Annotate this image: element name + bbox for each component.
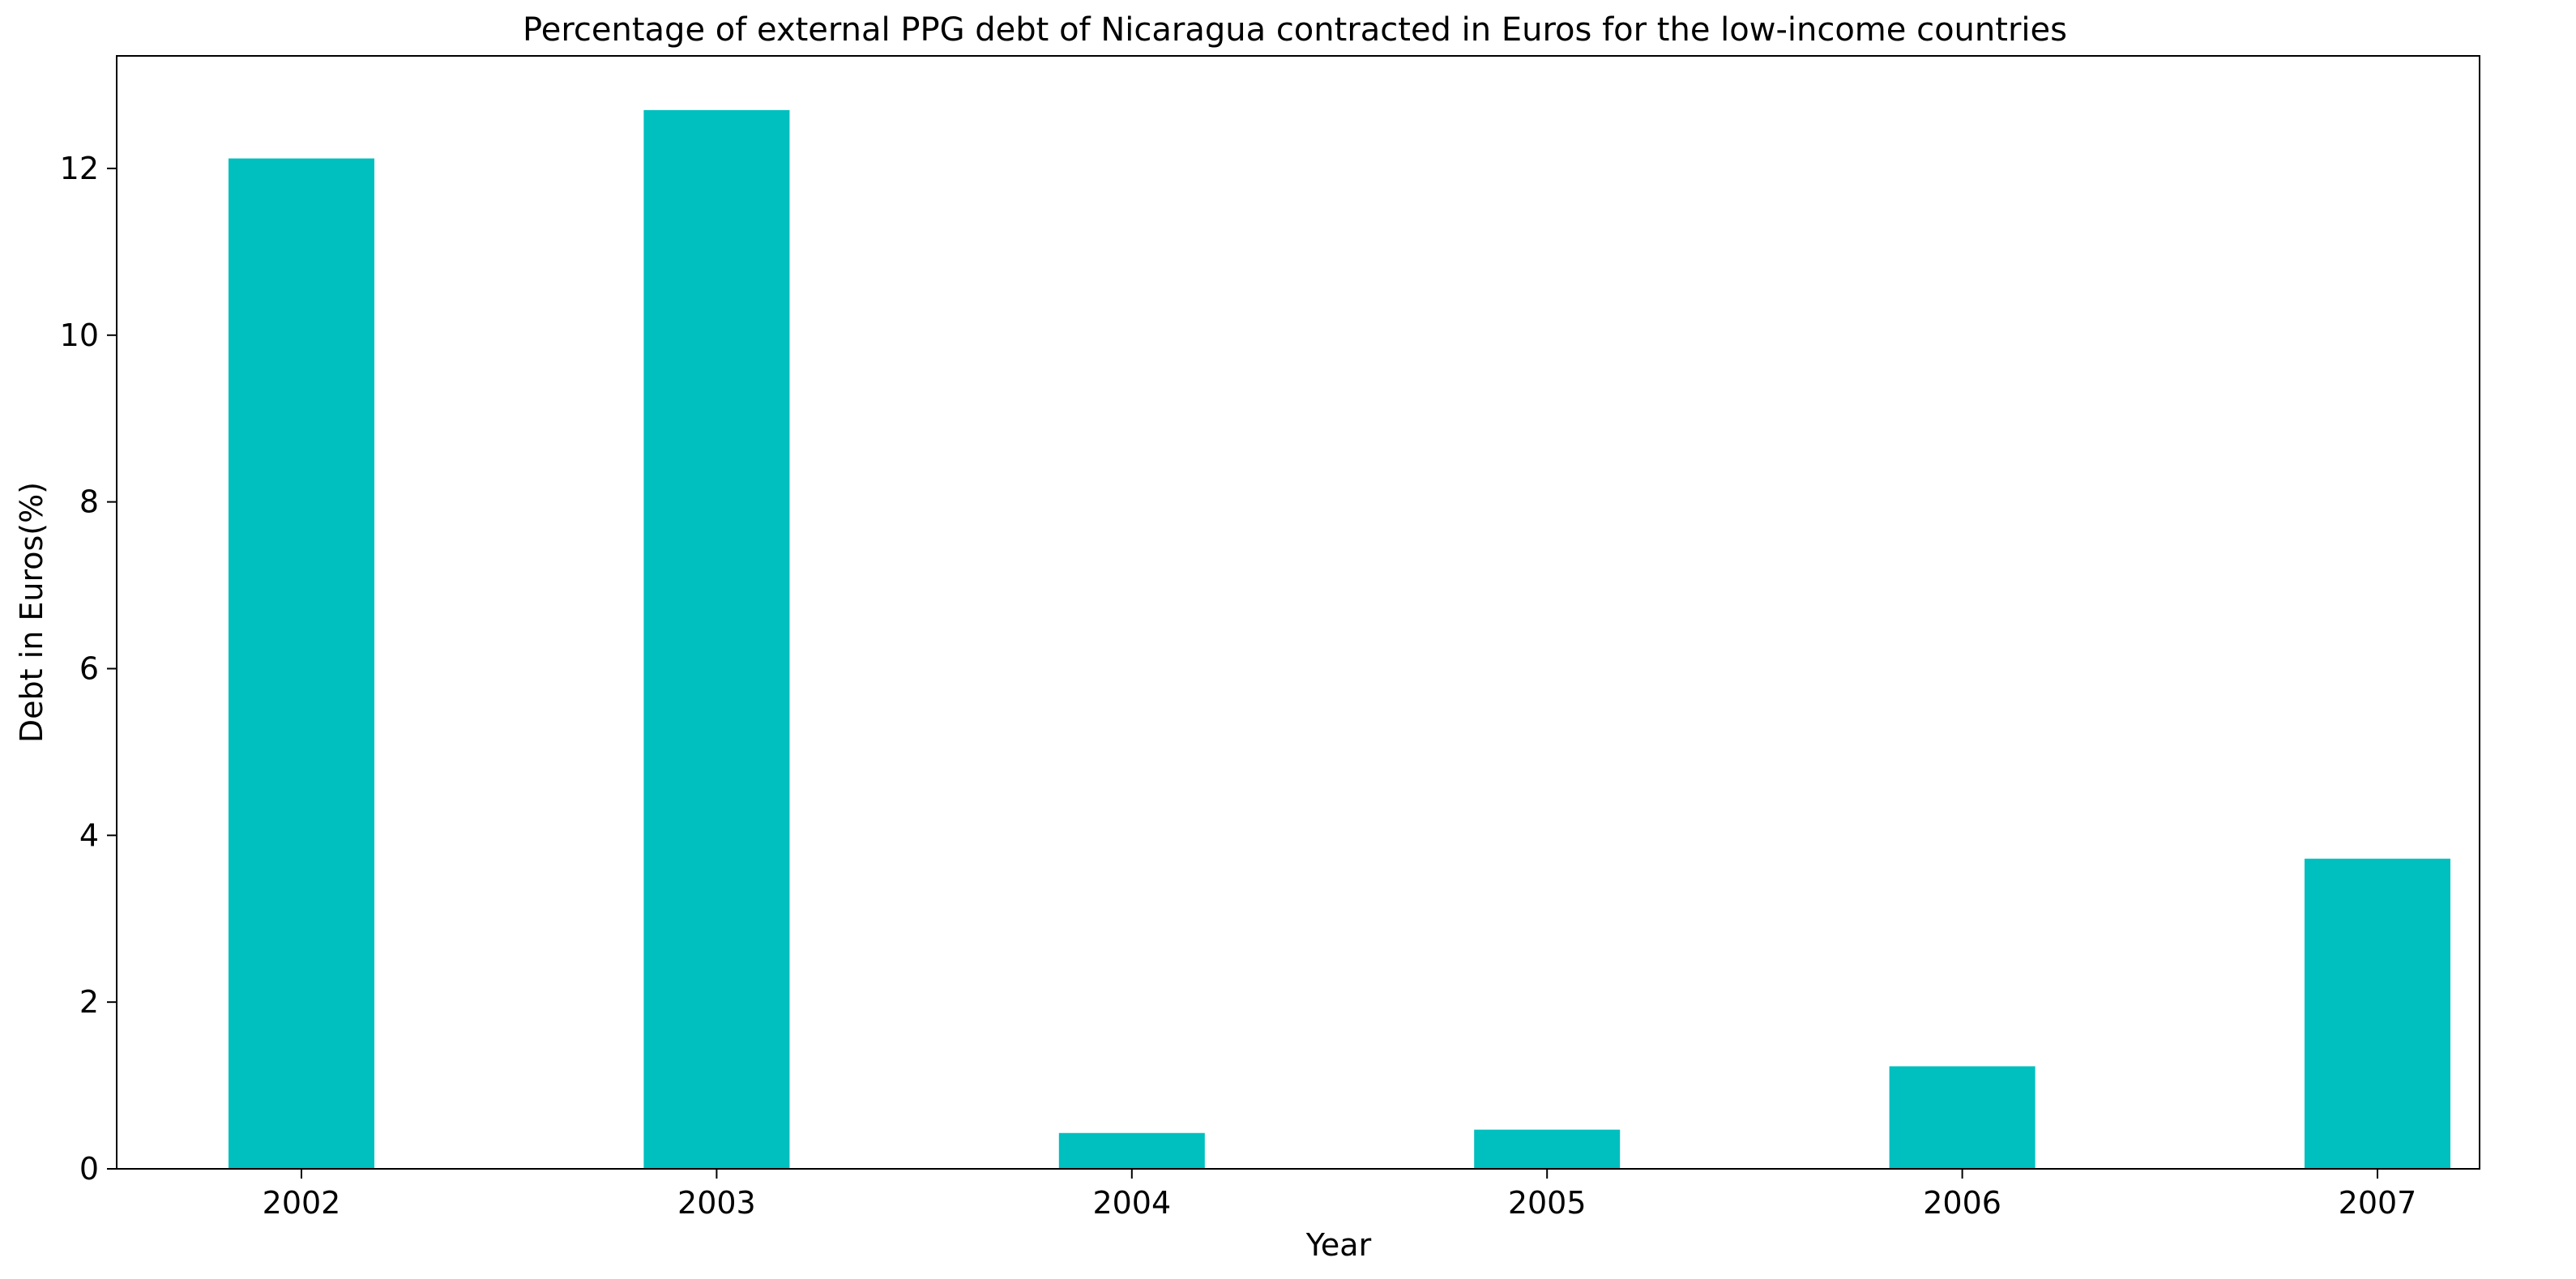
bar-2006 [1889,1066,2036,1169]
y-tick-label: 2 [79,984,99,1020]
x-tick-label: 2007 [2339,1185,2417,1221]
x-axis: 2002 2003 2004 2005 2006 2007 [263,1169,2417,1221]
y-axis-label: Debt in Euros(%) [14,482,49,743]
y-tick-label: 10 [60,318,99,353]
y-tick-label: 8 [79,484,99,520]
y-axis: 0 2 4 6 8 10 12 [60,151,117,1187]
bar-2004 [1058,1132,1205,1169]
x-tick-label: 2006 [1923,1185,2001,1221]
y-tick-label: 4 [79,817,99,853]
y-tick-label: 0 [79,1151,99,1187]
y-tick-label: 12 [60,151,99,186]
x-axis-label: Year [1305,1227,1372,1263]
x-tick-label: 2003 [677,1185,756,1221]
bars-layer [229,109,2450,1169]
y-tick-label: 6 [79,650,99,686]
x-tick-label: 2005 [1508,1185,1587,1221]
x-tick-label: 2004 [1092,1185,1171,1221]
bar-2003 [643,109,790,1169]
plot-frame [116,55,2480,1170]
bar-2002 [229,158,374,1169]
bar-2005 [1474,1129,1621,1169]
x-tick-label: 2002 [263,1185,341,1221]
bar-2007 [2305,859,2450,1169]
chart-title: Percentage of external PPG debt of Nicar… [523,11,2067,49]
